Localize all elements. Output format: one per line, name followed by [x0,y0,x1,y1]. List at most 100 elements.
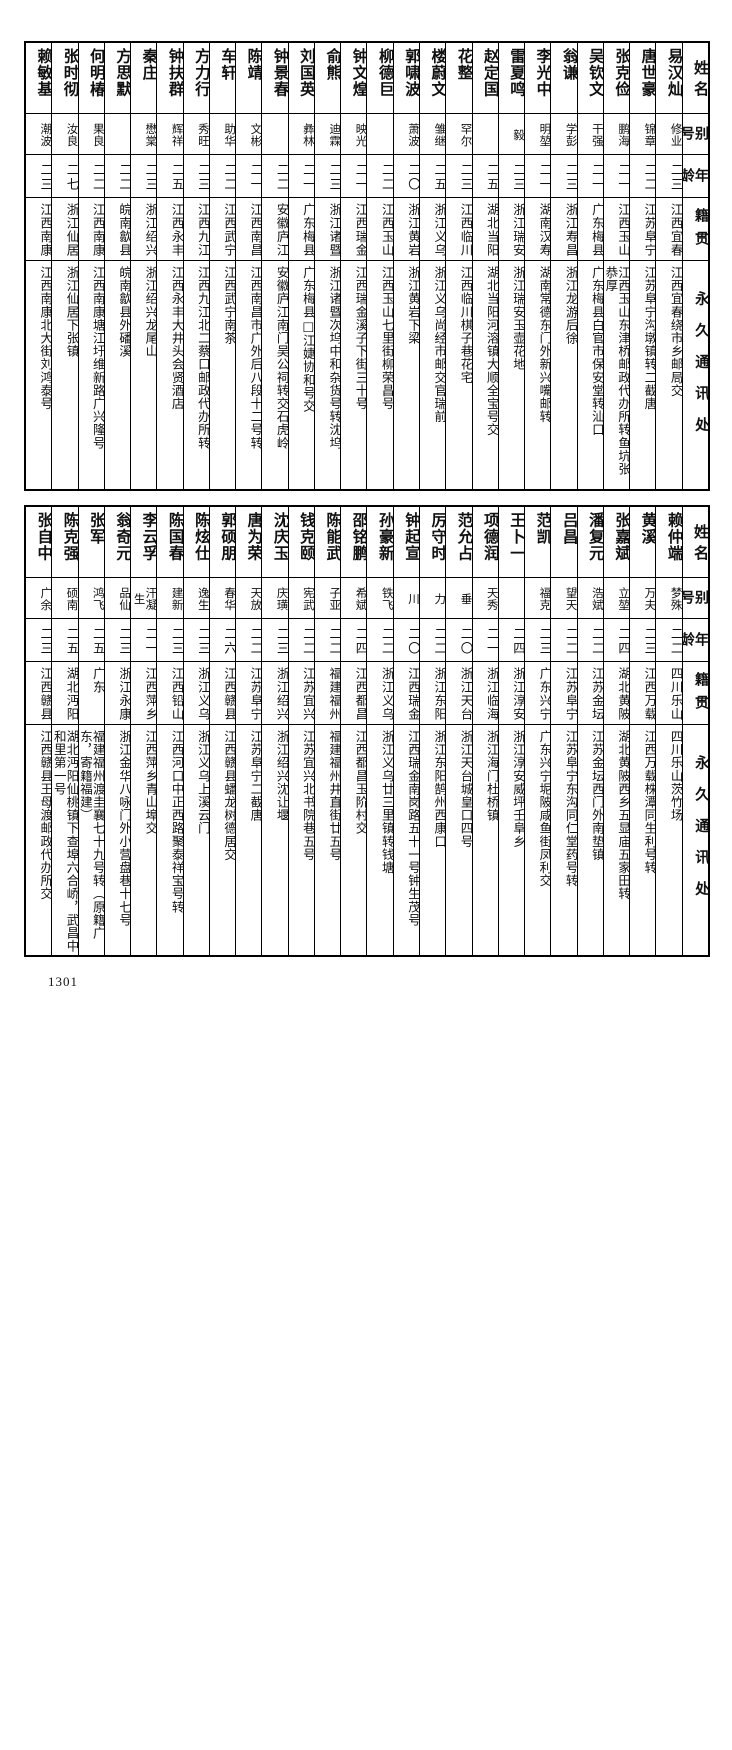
cell-text: 湖北当阳河溶镇大顺全宝号交 [484,266,498,437]
cell-text: 项德润 [481,512,498,562]
cell-name: 翁谦 [550,42,578,114]
cell-text: 车轩 [219,48,236,81]
row-label-text: 籍贯 [693,672,708,718]
row-label-age: 年龄 [681,154,710,198]
cell-age: 二七 [51,154,79,198]
cell-name: 邵铭鹏 [340,506,368,578]
cell-name: 陈国春 [156,506,184,578]
row-label-name: 姓名 [681,42,710,114]
cell-text: 文彬 [249,123,262,147]
cell-text: 宪武 [301,587,314,611]
cell-text: 万夫 [643,587,656,611]
cell-text: 张时彻 [61,48,78,98]
cell-text: 雷夏鸣 [508,48,525,98]
cell-age: 二五 [77,618,105,662]
cell-address: 广东梅县白官市保安堂转汕口 [576,260,604,490]
cell-text: 潘复元 [586,512,603,562]
cell-address: 皖南歙县外磻溪 [103,260,132,490]
cell-origin: 浙江义乌 [418,197,447,261]
cell-text: 李云孚 [140,512,157,562]
cell-text: 明堃 [538,123,551,147]
cell-address: 浙江绍兴沈让堰 [261,724,289,956]
cell-text: 广东梅县 [589,203,603,257]
cell-age: 二三 [445,154,473,198]
cell-age: 二一 [235,154,263,198]
cell-age: 二〇 [392,154,420,198]
cell-text: 江西萍乡青山埠交 [143,730,157,835]
cell-address: 浙江义乌上溪云门 [182,724,210,956]
cell-text: 汗凝生 [132,587,157,611]
cell-text: 二一 [248,162,262,192]
cell-text: 湖北当阳 [484,203,498,257]
cell-alias: 干强 [576,113,604,155]
cell-text: 二一 [353,162,367,192]
cell-age: 二三 [182,618,210,662]
cell-name: 张时彻 [51,42,79,114]
cell-text: 邵铭鹏 [350,512,367,562]
cell-text: 刘国英 [297,48,314,98]
cell-text: 广东兴宁坭陂咸鱼街凤利交 [537,730,551,888]
cell-alias: 辉祥 [156,113,184,155]
cell-text: 江西临川棋子巷花宅 [458,266,472,384]
row-label-text: 年龄 [682,168,708,187]
cell-text: 望天 [564,587,577,611]
cell-alias: 映光 [340,113,368,155]
cell-text: 皖南歙县 [117,203,131,257]
cell-age: 二二 [261,154,289,198]
cell-address: 江西玉山东津桥邮政代办所转鱼坑张恭厚 [602,260,631,490]
cell-address: 浙江义乌尚经市邮交官瑞前 [418,260,447,490]
cell-age: 二二 [366,618,394,662]
cell-alias: 子亚 [313,577,342,619]
cell-address: 浙江瑞安玉壶花地 [497,260,526,490]
cell-name: 楼蔚文 [418,42,447,114]
cell-text: 毅 [512,129,525,141]
cell-alias: 毅 [497,113,526,155]
cell-address: 江苏金坛西门外南垫镇 [576,724,604,956]
cell-text: 希斌 [354,587,367,611]
row-label-age: 年龄 [681,618,710,662]
cell-alias: 天秀 [471,577,499,619]
cell-text: 二一 [537,162,551,192]
cell-text: 唐为荣 [245,512,262,562]
cell-address: 江苏阜宁东沟同仁堂药号转 [550,724,578,956]
page-folio: 1301 [48,974,78,989]
cell-text: 浙江龙游后徐 [563,266,577,345]
cell-address: 四川乐山茨竹场 [655,724,683,956]
cell-age: 二三 [524,618,552,662]
cell-name: 郭硕朋 [208,506,237,578]
roster-row-address: 江西赣县王母渡邮政代办所交 湖北沔阳仙桃镇下查埠六合峤，武昌中和里第一号 福建福州渡… [24,724,710,956]
cell-text: 湖北沔阳 [64,667,78,721]
row-label-origin: 籍贯 [681,661,710,725]
cell-text: 二二 [563,626,577,656]
cell-age: 二三 [550,154,578,198]
cell-alias: 果良 [77,113,105,155]
cell-text: 子亚 [328,587,341,611]
cell-text: 江西瑞金 [353,203,367,257]
cell-text: 二二 [432,626,446,656]
cell-name: 潘复元 [576,506,604,578]
cell-name: 孙豪新 [366,506,394,578]
cell-text: 二三 [537,626,551,656]
cell-origin: 江西瑞金 [392,661,420,725]
cell-alias: 萧波 [392,113,420,155]
cell-origin: 湖北当阳 [471,197,499,261]
cell-address: 浙江海门杜桥镇 [471,724,499,956]
roster-grid-2-body: 张自中 陈克强 张军 翁奇元 李云孚 陈国春 陈炫仕 郭硕朋 唐为荣 沈庆玉 钱克颐 陈能武 邵铭鹏 孙豪… [24,506,710,956]
cell-text: 二二 [668,626,682,656]
cell-text: 湖北沔阳仙桃镇下查埠六合峤，武昌中和里第一号 [52,730,78,953]
cell-text: 江西铅山 [169,667,183,721]
cell-name: 沈庆玉 [261,506,289,578]
cell-text: 浙江金华八咏门外小营盘巷十七号 [117,730,131,927]
cell-text: 浩斌 [590,587,603,611]
cell-address: 安徽庐江南门吴公祠转交石虎岭 [261,260,289,490]
cell-address: 浙江金华八咏门外小营盘巷十七号 [103,724,132,956]
cell-age: 二四 [497,618,526,662]
cell-alias: 潮波 [24,113,53,155]
cell-age: 二〇 [392,618,420,662]
cell-text: 福克 [538,587,551,611]
cell-age: 二二 [655,618,683,662]
cell-age: 二四 [602,618,631,662]
cell-text: 二三 [143,162,157,192]
cell-text: 浙江永康 [117,667,131,721]
cell-age: 二一 [524,154,552,198]
